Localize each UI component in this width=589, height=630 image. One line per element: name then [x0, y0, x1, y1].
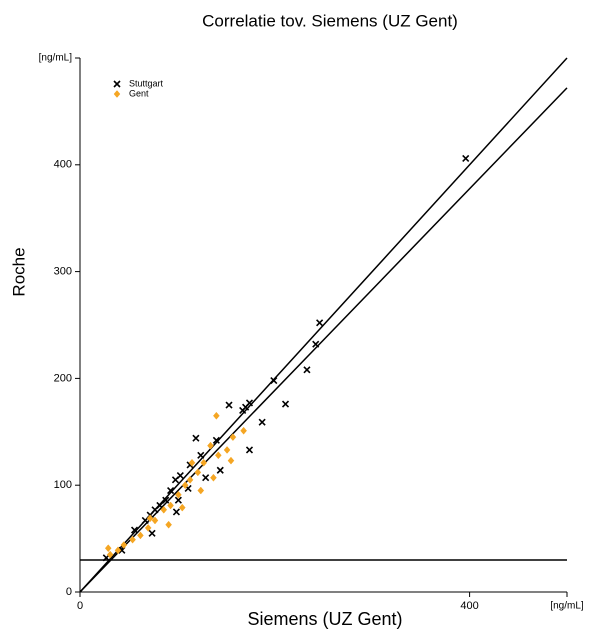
point: [171, 476, 180, 484]
point: [146, 514, 154, 523]
x-tick-label: [ng/mL]: [550, 601, 584, 612]
point: [175, 490, 182, 499]
point: [281, 400, 290, 408]
point: [144, 524, 152, 532]
point: [194, 468, 202, 477]
y-axis-label: Roche: [9, 247, 28, 296]
reference-line: [79, 57, 568, 593]
point: [270, 376, 278, 385]
point: [214, 451, 222, 460]
point: [129, 535, 136, 544]
x-tick-label: 400: [460, 600, 478, 612]
point: [197, 486, 205, 495]
y-tick-label: 100: [54, 479, 72, 491]
point: [200, 458, 208, 467]
legend-marker: [113, 90, 121, 98]
point: [172, 508, 180, 516]
legend-marker: [113, 80, 121, 88]
point: [227, 456, 235, 465]
point: [151, 506, 159, 514]
point: [207, 441, 214, 450]
point: [462, 154, 470, 162]
x-tick-label: 0: [77, 600, 83, 612]
point: [229, 433, 237, 442]
x-axis-label: Siemens (UZ Gent): [247, 609, 402, 629]
point: [192, 434, 200, 442]
point: [210, 473, 217, 482]
point: [239, 406, 247, 415]
point: [212, 436, 220, 444]
point: [137, 531, 144, 540]
point: [104, 544, 112, 553]
point: [106, 550, 114, 559]
reference-line: [79, 87, 568, 593]
point: [151, 516, 159, 525]
y-tick-label: 400: [54, 159, 72, 171]
point: [223, 446, 231, 454]
legend-label: Stuttgart: [129, 78, 164, 88]
point: [245, 446, 254, 454]
point: [165, 520, 172, 529]
point: [225, 401, 233, 409]
legend-label: Gent: [129, 88, 149, 98]
point: [186, 475, 194, 484]
y-tick-label: 200: [54, 372, 72, 384]
point: [213, 411, 220, 420]
point: [316, 319, 324, 327]
point: [148, 529, 156, 537]
point: [178, 503, 186, 512]
point: [162, 496, 170, 504]
point: [167, 486, 175, 495]
point: [216, 466, 224, 474]
point: [240, 426, 247, 435]
point: [181, 481, 189, 490]
point: [130, 526, 139, 534]
y-tick-label: [ng/mL]: [39, 53, 73, 64]
point: [197, 451, 205, 459]
point: [167, 501, 174, 510]
y-tick-label: 0: [66, 586, 72, 598]
point: [202, 474, 210, 482]
point: [114, 546, 122, 555]
chart-title: Correlatie tov. Siemens (UZ Gent): [202, 11, 458, 30]
point: [160, 505, 168, 514]
point: [120, 541, 128, 549]
point: [312, 340, 320, 348]
point: [174, 496, 182, 504]
point: [303, 366, 311, 374]
y-tick-label: 300: [54, 266, 72, 278]
point: [258, 418, 266, 426]
point: [188, 458, 196, 467]
